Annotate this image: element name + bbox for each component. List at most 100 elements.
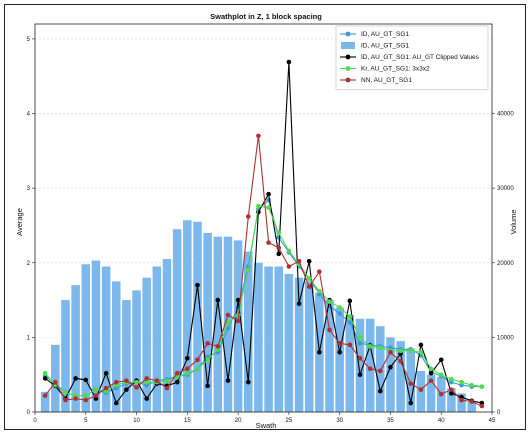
series-point-1 (428, 370, 434, 376)
y-tick-label: 4 (27, 112, 31, 118)
series-point-2 (347, 314, 353, 319)
series-point-3 (459, 397, 464, 403)
series-point-1 (124, 387, 129, 392)
series-point-3 (63, 397, 68, 403)
series-point-1 (449, 391, 454, 396)
volume-bar (40, 391, 50, 412)
legend: ID, AU_GT_SG1 ID, AU_GT_SG1 ID, AU_GT_SG1:… (335, 25, 489, 90)
volume-bar (142, 277, 151, 412)
series-point-1 (347, 298, 353, 304)
volume-bar (254, 262, 263, 412)
series-point-2 (367, 344, 373, 349)
volume-bar (71, 285, 80, 412)
legend-label: ID, AU_GT_SG1 (361, 43, 409, 50)
series-point-3 (327, 327, 332, 333)
series-point-2 (245, 267, 251, 273)
y-axis-label: Average (15, 208, 24, 236)
volume-bar (264, 266, 273, 412)
series-point-3 (438, 391, 444, 397)
volume-bar (183, 220, 192, 412)
y2-axis-label: Volume (509, 209, 518, 234)
series-point-1 (174, 379, 180, 385)
series-point-1 (408, 400, 414, 406)
series-point-2 (449, 376, 454, 382)
series-point-1 (83, 377, 89, 383)
volume-bar (325, 300, 334, 412)
y-tick-label: 0 (27, 410, 31, 416)
legend-marker (345, 31, 351, 37)
series-point-2 (459, 379, 464, 385)
volume-bar (81, 264, 91, 412)
series-point-3 (225, 312, 231, 318)
volume-bar (426, 374, 436, 412)
x-tick-label: 10 (133, 418, 140, 424)
series-point-2 (337, 305, 342, 310)
x-tick-label: 15 (184, 418, 191, 424)
volume-bar (406, 348, 416, 412)
series-point-1 (276, 251, 282, 257)
series-point-2 (164, 378, 170, 383)
series-point-1 (388, 364, 393, 370)
volume-bar (132, 290, 141, 412)
series-point-1 (103, 370, 109, 376)
series-point-3 (388, 350, 393, 355)
x-tick-label: 0 (33, 418, 37, 424)
series-point-2 (377, 345, 383, 351)
series-point-3 (398, 358, 403, 364)
legend-label: NN, AU_GT_SG1 (361, 77, 412, 84)
volume-bar (61, 300, 70, 412)
volume-bar (467, 402, 476, 412)
y-tick-label: 1 (27, 335, 31, 341)
series-point-2 (418, 350, 424, 355)
series-point-3 (93, 393, 99, 398)
volume-bar (193, 221, 202, 412)
series-point-3 (347, 342, 353, 348)
volume-bar (274, 266, 283, 412)
series-point-3 (449, 387, 454, 392)
series-point-2 (134, 379, 139, 385)
y2-tick-label: 40000 (497, 112, 514, 118)
series-point-3 (256, 133, 261, 139)
series-point-2 (256, 203, 261, 209)
series-point-0 (225, 326, 231, 331)
volume-bar (335, 307, 344, 412)
volume-bar (345, 315, 355, 412)
series-point-2 (225, 320, 231, 325)
volume-bar (162, 259, 172, 412)
series-point-1 (235, 297, 241, 303)
series-point-1 (266, 191, 271, 197)
series-point-2 (357, 335, 363, 340)
series-point-1 (215, 297, 221, 303)
series-point-3 (42, 393, 48, 398)
volume-bar (386, 337, 395, 412)
x-tick-label: 25 (286, 418, 293, 424)
x-tick-label: 45 (489, 418, 496, 424)
x-tick-label: 40 (438, 418, 445, 424)
series-point-1 (306, 258, 312, 264)
series-point-3 (367, 366, 373, 372)
x-tick-label: 20 (235, 418, 242, 424)
series-point-2 (93, 387, 99, 392)
series-point-2 (428, 366, 434, 372)
y2-tick-label: 20000 (497, 261, 514, 267)
y2-tick-label: 10000 (497, 335, 514, 341)
series-point-2 (327, 299, 332, 304)
series-point-1 (317, 350, 322, 355)
series-point-3 (215, 344, 221, 349)
series-point-1 (286, 59, 292, 65)
volume-bar (233, 240, 243, 412)
series-point-3 (164, 385, 170, 391)
series-point-1 (377, 388, 383, 394)
series-point-2 (195, 366, 200, 372)
series-point-2 (398, 348, 403, 354)
volume-bar (152, 266, 162, 412)
series-point-2 (185, 370, 190, 376)
series-point-1 (225, 378, 231, 383)
series-point-2 (144, 379, 150, 385)
series-point-2 (306, 276, 312, 281)
series-point-1 (42, 376, 48, 381)
volume-bar (51, 344, 60, 412)
series-point-3 (428, 378, 434, 383)
series-point-2 (42, 370, 48, 376)
series-point-1 (357, 372, 363, 377)
